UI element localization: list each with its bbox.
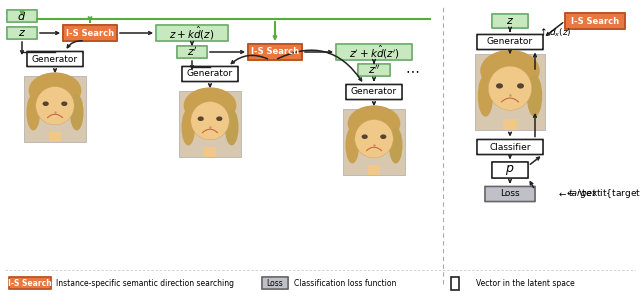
Ellipse shape	[389, 127, 403, 163]
Ellipse shape	[70, 94, 84, 130]
FancyBboxPatch shape	[182, 66, 238, 82]
Text: $p$: $p$	[506, 163, 515, 177]
Text: Generator: Generator	[351, 88, 397, 97]
Bar	[204, 147, 216, 157]
Text: $z'$: $z'$	[187, 46, 197, 59]
Text: Classification loss function: Classification loss function	[294, 278, 396, 288]
Ellipse shape	[488, 66, 532, 110]
Text: $\leftarrow$: $\leftarrow$	[557, 189, 568, 198]
Text: target: target	[568, 189, 595, 198]
Bar	[24, 76, 86, 142]
Bar	[475, 54, 545, 130]
Ellipse shape	[527, 75, 542, 117]
Bar	[368, 165, 380, 175]
Bar	[503, 119, 517, 130]
FancyBboxPatch shape	[485, 186, 535, 201]
Text: $z$: $z$	[506, 16, 514, 26]
Text: Generator: Generator	[187, 69, 233, 79]
Ellipse shape	[478, 75, 493, 117]
FancyBboxPatch shape	[492, 14, 528, 28]
Text: Loss: Loss	[267, 278, 284, 288]
FancyBboxPatch shape	[27, 51, 83, 66]
Text: Generator: Generator	[32, 54, 78, 63]
Ellipse shape	[191, 101, 229, 140]
Bar	[179, 91, 241, 157]
Text: $z+k\hat{d}(z)$: $z+k\hat{d}(z)$	[170, 24, 214, 42]
Text: Generator: Generator	[487, 37, 533, 47]
Ellipse shape	[26, 94, 40, 130]
Text: $\uparrow d_x(z)$: $\uparrow d_x(z)$	[538, 27, 572, 39]
FancyBboxPatch shape	[336, 44, 412, 60]
Ellipse shape	[182, 109, 195, 146]
Ellipse shape	[184, 87, 236, 124]
Ellipse shape	[29, 72, 81, 109]
Ellipse shape	[225, 109, 239, 146]
FancyBboxPatch shape	[477, 34, 543, 50]
FancyBboxPatch shape	[358, 64, 390, 76]
Text: $z''$: $z''$	[368, 63, 380, 76]
FancyBboxPatch shape	[248, 44, 302, 60]
Text: Loss: Loss	[500, 189, 520, 198]
FancyBboxPatch shape	[492, 162, 528, 178]
Text: I-S Search: I-S Search	[571, 17, 619, 25]
Text: $\cdots$: $\cdots$	[405, 63, 419, 77]
Ellipse shape	[36, 87, 74, 125]
Ellipse shape	[216, 116, 223, 121]
Bar	[451, 277, 459, 290]
FancyBboxPatch shape	[7, 10, 37, 22]
Ellipse shape	[61, 101, 67, 106]
Ellipse shape	[380, 134, 387, 139]
FancyBboxPatch shape	[7, 27, 37, 39]
FancyBboxPatch shape	[177, 46, 207, 58]
Ellipse shape	[517, 83, 524, 88]
Ellipse shape	[362, 134, 368, 139]
FancyBboxPatch shape	[346, 85, 402, 100]
Text: $z$: $z$	[18, 28, 26, 38]
Ellipse shape	[496, 83, 503, 88]
Ellipse shape	[43, 101, 49, 106]
Text: Vector in the latent space: Vector in the latent space	[476, 278, 574, 288]
Text: I-S Search: I-S Search	[66, 28, 114, 37]
Text: Classifier: Classifier	[489, 143, 531, 152]
Ellipse shape	[346, 127, 359, 163]
Text: $z'+k\hat{d}(z')$: $z'+k\hat{d}(z')$	[349, 43, 399, 61]
Text: I-S Search: I-S Search	[251, 47, 299, 56]
FancyBboxPatch shape	[156, 25, 228, 41]
Text: $d$: $d$	[17, 10, 26, 22]
Text: I-S Search: I-S Search	[8, 278, 52, 288]
FancyBboxPatch shape	[477, 140, 543, 155]
Text: $\leftarrow$ \textit{target}: $\leftarrow$ \textit{target}	[565, 188, 640, 201]
Text: Instance-specific semantic direction searching: Instance-specific semantic direction sea…	[56, 278, 234, 288]
Bar	[49, 132, 61, 142]
Ellipse shape	[480, 50, 540, 92]
FancyBboxPatch shape	[262, 277, 288, 289]
FancyBboxPatch shape	[9, 277, 51, 289]
FancyBboxPatch shape	[63, 25, 117, 41]
Ellipse shape	[348, 105, 401, 142]
Bar	[343, 109, 405, 175]
FancyBboxPatch shape	[565, 13, 625, 29]
Ellipse shape	[355, 120, 393, 158]
Ellipse shape	[198, 116, 204, 121]
